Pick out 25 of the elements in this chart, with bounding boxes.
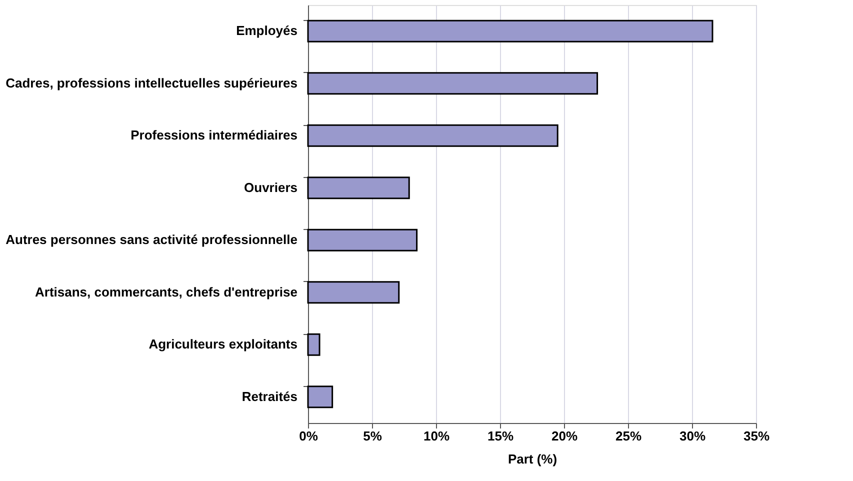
x-tick-label: 10% — [423, 428, 450, 444]
bar — [307, 124, 558, 147]
x-tick-label: 35% — [743, 428, 770, 444]
y-tick-label: Retraités — [242, 388, 298, 404]
y-tick-label: Professions intermédiaires — [130, 128, 298, 143]
bar — [307, 228, 418, 252]
x-tick-label: 0% — [299, 428, 318, 444]
bar — [307, 333, 320, 356]
x-tick-label: 25% — [615, 428, 642, 444]
bar — [307, 386, 334, 408]
y-tick-label: Agriculteurs exploitants — [148, 336, 298, 352]
bar — [307, 72, 598, 95]
bar — [307, 176, 410, 200]
bar — [307, 20, 714, 42]
x-tick-label: 20% — [551, 428, 578, 444]
bar — [307, 281, 400, 304]
x-axis-title: Part (%) — [508, 452, 558, 466]
y-tick-label: Ouvriers — [244, 180, 298, 195]
y-tick-label: Cadres, professions intellectuelles supérieures — [6, 75, 298, 90]
y-tick-label: Employés — [236, 23, 298, 38]
y-tick-label: Autres personnes sans activité professionnelle — [6, 232, 298, 248]
x-tick-label: 30% — [679, 428, 706, 444]
x-tick-label: 15% — [487, 428, 514, 444]
x-tick-label: 5% — [363, 428, 382, 444]
y-tick-label: Artisans, commercants, chefs d'entreprise — [35, 284, 298, 300]
